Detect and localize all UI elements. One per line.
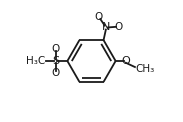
Text: O: O	[121, 56, 130, 66]
Text: O: O	[52, 44, 60, 54]
Text: O: O	[95, 12, 103, 22]
Text: O: O	[52, 68, 60, 78]
Text: N: N	[102, 22, 110, 32]
Text: H₃C: H₃C	[26, 56, 45, 66]
Text: S: S	[52, 56, 59, 66]
Text: O: O	[114, 22, 122, 32]
Text: CH₃: CH₃	[136, 64, 155, 74]
